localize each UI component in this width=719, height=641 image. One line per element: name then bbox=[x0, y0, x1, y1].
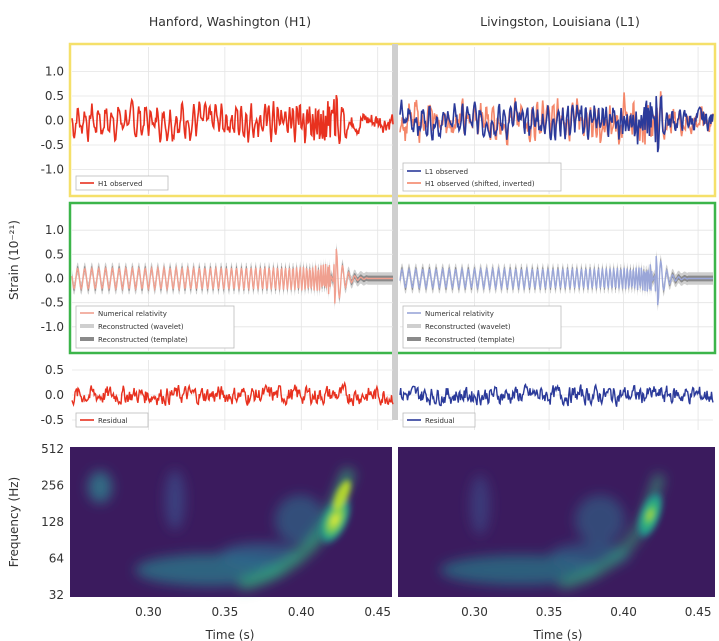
x-tick-time: 0.35 bbox=[536, 605, 563, 619]
y-tick-frequency: 512 bbox=[41, 442, 64, 456]
middle-left-legend: Numerical relativity Reconstructed (wave… bbox=[75, 305, 235, 349]
x-tick-time: 0.30 bbox=[135, 605, 162, 619]
y-tick-labels: 1.0 0.5 0.0 -0.5 -1.0 1.0 0.5 0.0 -0.5 -1.0 0.5 0.0… bbox=[41, 65, 64, 603]
h1-residual-line bbox=[71, 380, 394, 408]
l1-numerical-line bbox=[399, 255, 713, 306]
right-column-title: Livingston, Louisiana (L1) bbox=[480, 14, 640, 29]
x-tick-labels: 0.30 0.35 0.40 0.45 0.30 0.35 0.40 0.45 bbox=[135, 605, 711, 619]
y-tick-strain-top: 1.0 bbox=[45, 65, 64, 79]
x-tick-time: 0.35 bbox=[211, 605, 238, 619]
y-tick-frequency: 128 bbox=[41, 515, 64, 529]
y-tick-strain-middle: 1.0 bbox=[45, 223, 64, 237]
frequency-axis-label: Frequency (Hz) bbox=[7, 477, 21, 568]
legend-h1-shifted: H1 observed (shifted, inverted) bbox=[425, 180, 535, 188]
strain-axis-label: Strain (10⁻²¹) bbox=[7, 220, 21, 300]
y-tick-frequency: 64 bbox=[49, 552, 64, 566]
y-tick-strain-top: 0.5 bbox=[45, 89, 64, 103]
x-tick-time: 0.45 bbox=[685, 605, 712, 619]
y-tick-strain-middle: 0.5 bbox=[45, 247, 64, 261]
y-tick-strain-middle: 0.0 bbox=[45, 272, 64, 286]
l1-observed-line bbox=[399, 94, 714, 153]
left-column-title: Hanford, Washington (H1) bbox=[148, 14, 312, 29]
top-left-legend: H1 observed bbox=[75, 175, 169, 191]
y-tick-residual: 0.5 bbox=[45, 363, 64, 377]
y-tick-strain-top: -1.0 bbox=[41, 163, 64, 177]
x-tick-time: 0.45 bbox=[364, 605, 391, 619]
time-axis-label-right: Time (s) bbox=[533, 628, 583, 641]
x-tick-time: 0.40 bbox=[288, 605, 315, 619]
l1-spectrogram bbox=[398, 447, 715, 597]
legend-l1-observed: L1 observed bbox=[425, 168, 468, 176]
legend-template-left: Reconstructed (template) bbox=[98, 336, 188, 344]
time-axis-label-left: Time (s) bbox=[205, 628, 255, 641]
legend-numerical-relativity-right: Numerical relativity bbox=[425, 310, 494, 318]
h1-observed-line bbox=[71, 94, 394, 145]
legend-residual-right: Residual bbox=[425, 417, 455, 425]
middle-right-legend: Numerical relativity Reconstructed (wave… bbox=[402, 305, 562, 349]
y-tick-strain-top: -0.5 bbox=[41, 138, 64, 152]
h1-numerical-line bbox=[71, 248, 393, 304]
x-tick-time: 0.30 bbox=[461, 605, 488, 619]
legend-wavelet-left: Reconstructed (wavelet) bbox=[98, 323, 184, 331]
residual-left-legend: Residual bbox=[75, 412, 149, 428]
legend-residual-left: Residual bbox=[98, 417, 128, 425]
top-right-legend: L1 observed H1 observed (shifted, invert… bbox=[402, 162, 562, 192]
y-tick-residual: -0.5 bbox=[41, 413, 64, 427]
y-tick-strain-middle: -1.0 bbox=[41, 320, 64, 334]
legend-template-right: Reconstructed (template) bbox=[425, 336, 515, 344]
l1-residual-line bbox=[399, 383, 714, 408]
y-tick-residual: 0.0 bbox=[45, 388, 64, 402]
legend-h1-observed: H1 observed bbox=[98, 180, 142, 188]
y-tick-strain-top: 0.0 bbox=[45, 114, 64, 128]
y-tick-frequency: 32 bbox=[49, 588, 64, 602]
y-tick-frequency: 256 bbox=[41, 479, 64, 493]
residual-right-legend: Residual bbox=[402, 412, 476, 428]
y-tick-strain-middle: -0.5 bbox=[41, 296, 64, 310]
legend-wavelet-right: Reconstructed (wavelet) bbox=[425, 323, 511, 331]
x-tick-time: 0.40 bbox=[610, 605, 637, 619]
legend-numerical-relativity-left: Numerical relativity bbox=[98, 310, 167, 318]
h1-spectrogram bbox=[70, 447, 392, 597]
